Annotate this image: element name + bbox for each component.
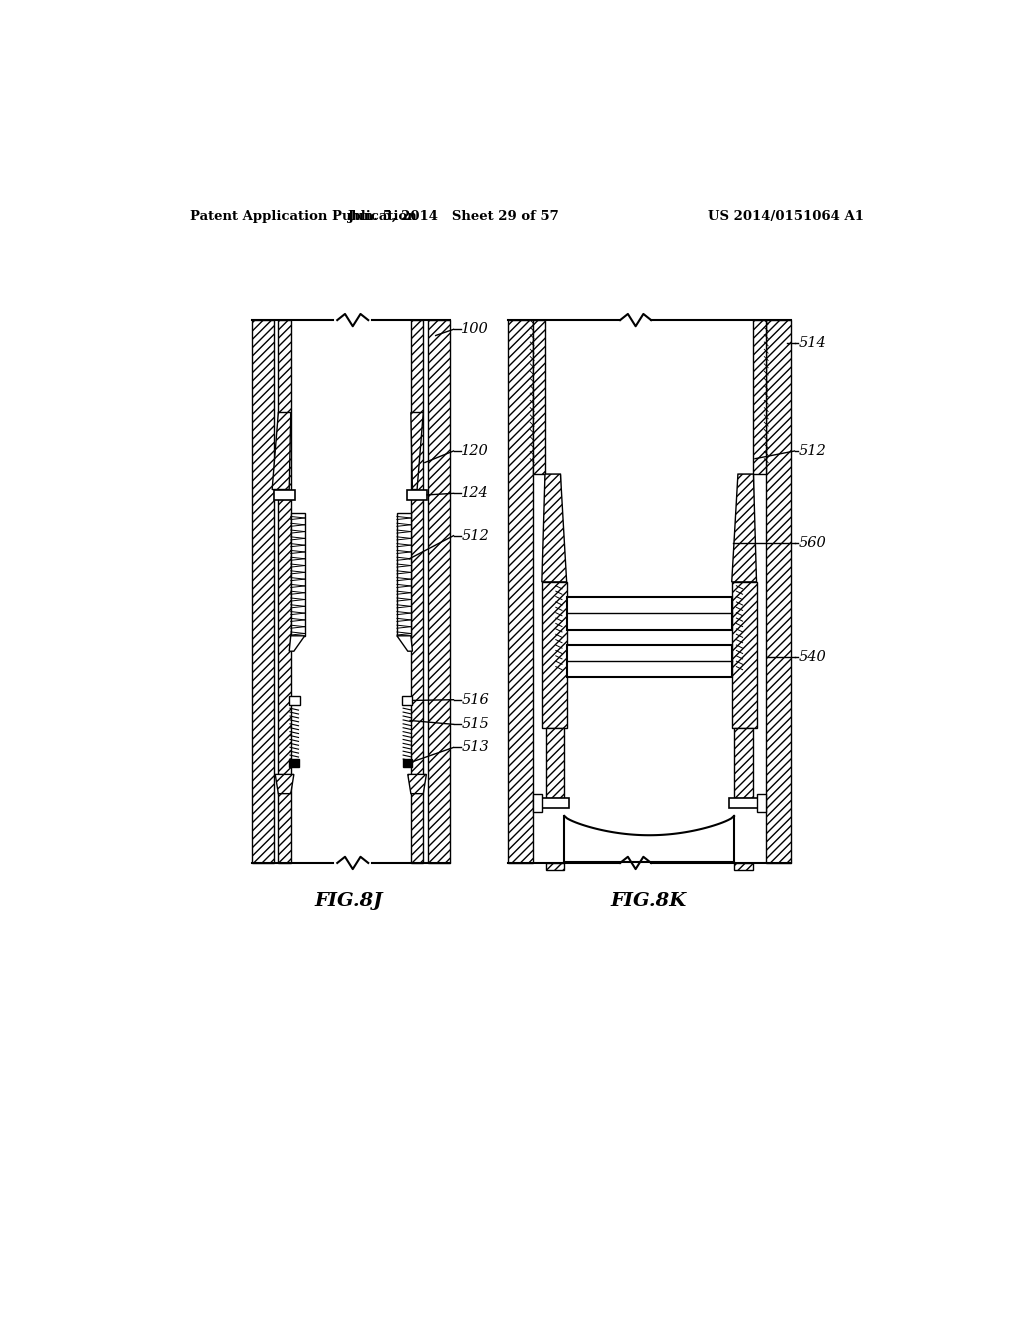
Text: FIG.8K: FIG.8K — [610, 892, 687, 911]
Bar — [274, 490, 295, 500]
Text: 100: 100 — [461, 322, 489, 337]
Text: 120: 120 — [461, 444, 489, 458]
Bar — [738, 474, 754, 598]
Bar — [546, 729, 564, 797]
Text: US 2014/0151064 A1: US 2014/0151064 A1 — [709, 210, 864, 223]
Bar — [291, 512, 305, 636]
Bar — [546, 863, 564, 870]
Polygon shape — [411, 412, 423, 490]
Bar — [428, 321, 450, 863]
Bar — [279, 321, 291, 863]
Polygon shape — [272, 412, 291, 490]
Text: FIG.8J: FIG.8J — [314, 892, 383, 911]
Polygon shape — [542, 474, 566, 582]
Bar — [566, 645, 732, 677]
Bar — [732, 582, 757, 729]
Bar — [289, 759, 299, 767]
Bar — [729, 797, 759, 808]
Polygon shape — [397, 636, 413, 651]
Bar — [407, 490, 427, 500]
Text: 124: 124 — [461, 486, 489, 500]
Bar — [540, 797, 569, 808]
Text: 513: 513 — [461, 741, 489, 755]
Text: 540: 540 — [799, 651, 826, 664]
Polygon shape — [275, 775, 294, 793]
Bar — [734, 729, 753, 797]
Text: 512: 512 — [799, 444, 826, 458]
Polygon shape — [732, 474, 757, 582]
Bar — [757, 793, 766, 812]
Text: 512: 512 — [461, 529, 489, 543]
Bar — [403, 759, 413, 767]
Bar — [566, 597, 732, 630]
Text: 515: 515 — [461, 717, 489, 731]
Text: 514: 514 — [799, 337, 826, 350]
Bar — [411, 321, 423, 863]
Bar — [754, 321, 766, 474]
Polygon shape — [408, 775, 426, 793]
Bar — [252, 321, 273, 863]
Text: 560: 560 — [799, 536, 826, 550]
Bar — [401, 696, 413, 705]
Text: 516: 516 — [461, 693, 489, 706]
Bar — [532, 321, 545, 474]
Bar — [289, 696, 300, 705]
Bar — [766, 321, 791, 863]
Polygon shape — [289, 636, 305, 651]
Text: Patent Application Publication: Patent Application Publication — [190, 210, 417, 223]
Bar — [542, 582, 566, 729]
Bar — [532, 793, 542, 812]
Bar — [508, 321, 532, 863]
Bar — [397, 512, 411, 636]
Text: Jun. 5, 2014   Sheet 29 of 57: Jun. 5, 2014 Sheet 29 of 57 — [348, 210, 559, 223]
Bar — [734, 863, 753, 870]
Bar — [545, 474, 560, 598]
